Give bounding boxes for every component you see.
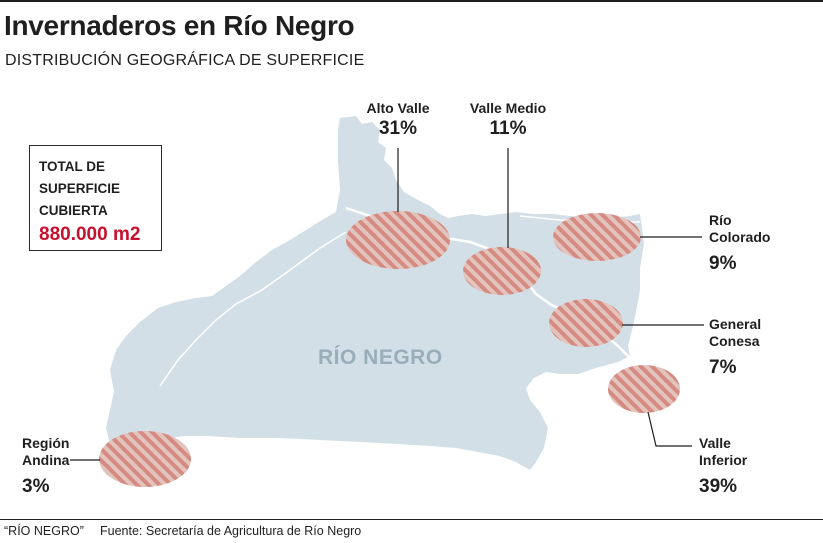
map-label: RÍO NEGRO (318, 346, 443, 369)
label-alto-valle: Alto Valle 31% (348, 100, 448, 141)
region-pct: 9% (709, 253, 737, 274)
area-valle-inferior[interactable] (608, 365, 680, 413)
label-rio-colorado: Río Colorado 9% (709, 212, 779, 276)
label-region-andina: Región Andina 3% (22, 435, 82, 499)
footer-credit: “RÍO NEGRO” (4, 524, 84, 538)
label-general-conesa: General Conesa 7% (709, 316, 779, 380)
label-valle-inferior: Valle Inferior 39% (699, 435, 769, 499)
province-shape (106, 116, 644, 470)
footer-source: Fuente: Secretaría de Agricultura de Río… (100, 524, 362, 538)
total-label: TOTAL DE SUPERFICIE CUBIERTA (39, 159, 121, 218)
region-pct: 7% (709, 357, 737, 378)
region-pct: 31% (378, 118, 418, 139)
region-pct: 11% (489, 118, 527, 139)
total-box: TOTAL DE SUPERFICIE CUBIERTA 880.000 m2 (29, 145, 162, 251)
region-name: Río Colorado (709, 212, 771, 245)
region-name: Valle Inferior (699, 435, 748, 468)
region-name: Valle Medio (469, 100, 547, 116)
label-valle-medio: Valle Medio 11% (458, 100, 558, 141)
region-pct: 39% (699, 476, 738, 497)
footer-rule (0, 519, 823, 520)
region-name: General Conesa (709, 316, 762, 349)
page-subtitle: DISTRIBUCIÓN GEOGRÁFICA DE SUPERFICIE (5, 52, 365, 69)
area-general-conesa[interactable] (549, 299, 623, 347)
region-pct: 3% (22, 476, 50, 497)
leader-valle-inferior (647, 411, 692, 447)
region-name: Alto Valle (366, 100, 430, 116)
total-value: 880.000 m2 (39, 224, 141, 245)
region-name: Región Andina (22, 435, 70, 468)
area-valle-medio[interactable] (463, 247, 541, 295)
river-limay (159, 231, 347, 387)
page-title: Invernaderos en Río Negro (4, 10, 355, 41)
area-alto-valle[interactable] (346, 211, 450, 269)
top-rule (0, 0, 823, 2)
area-region-andina[interactable] (99, 431, 191, 487)
area-rio-colorado[interactable] (553, 213, 641, 261)
